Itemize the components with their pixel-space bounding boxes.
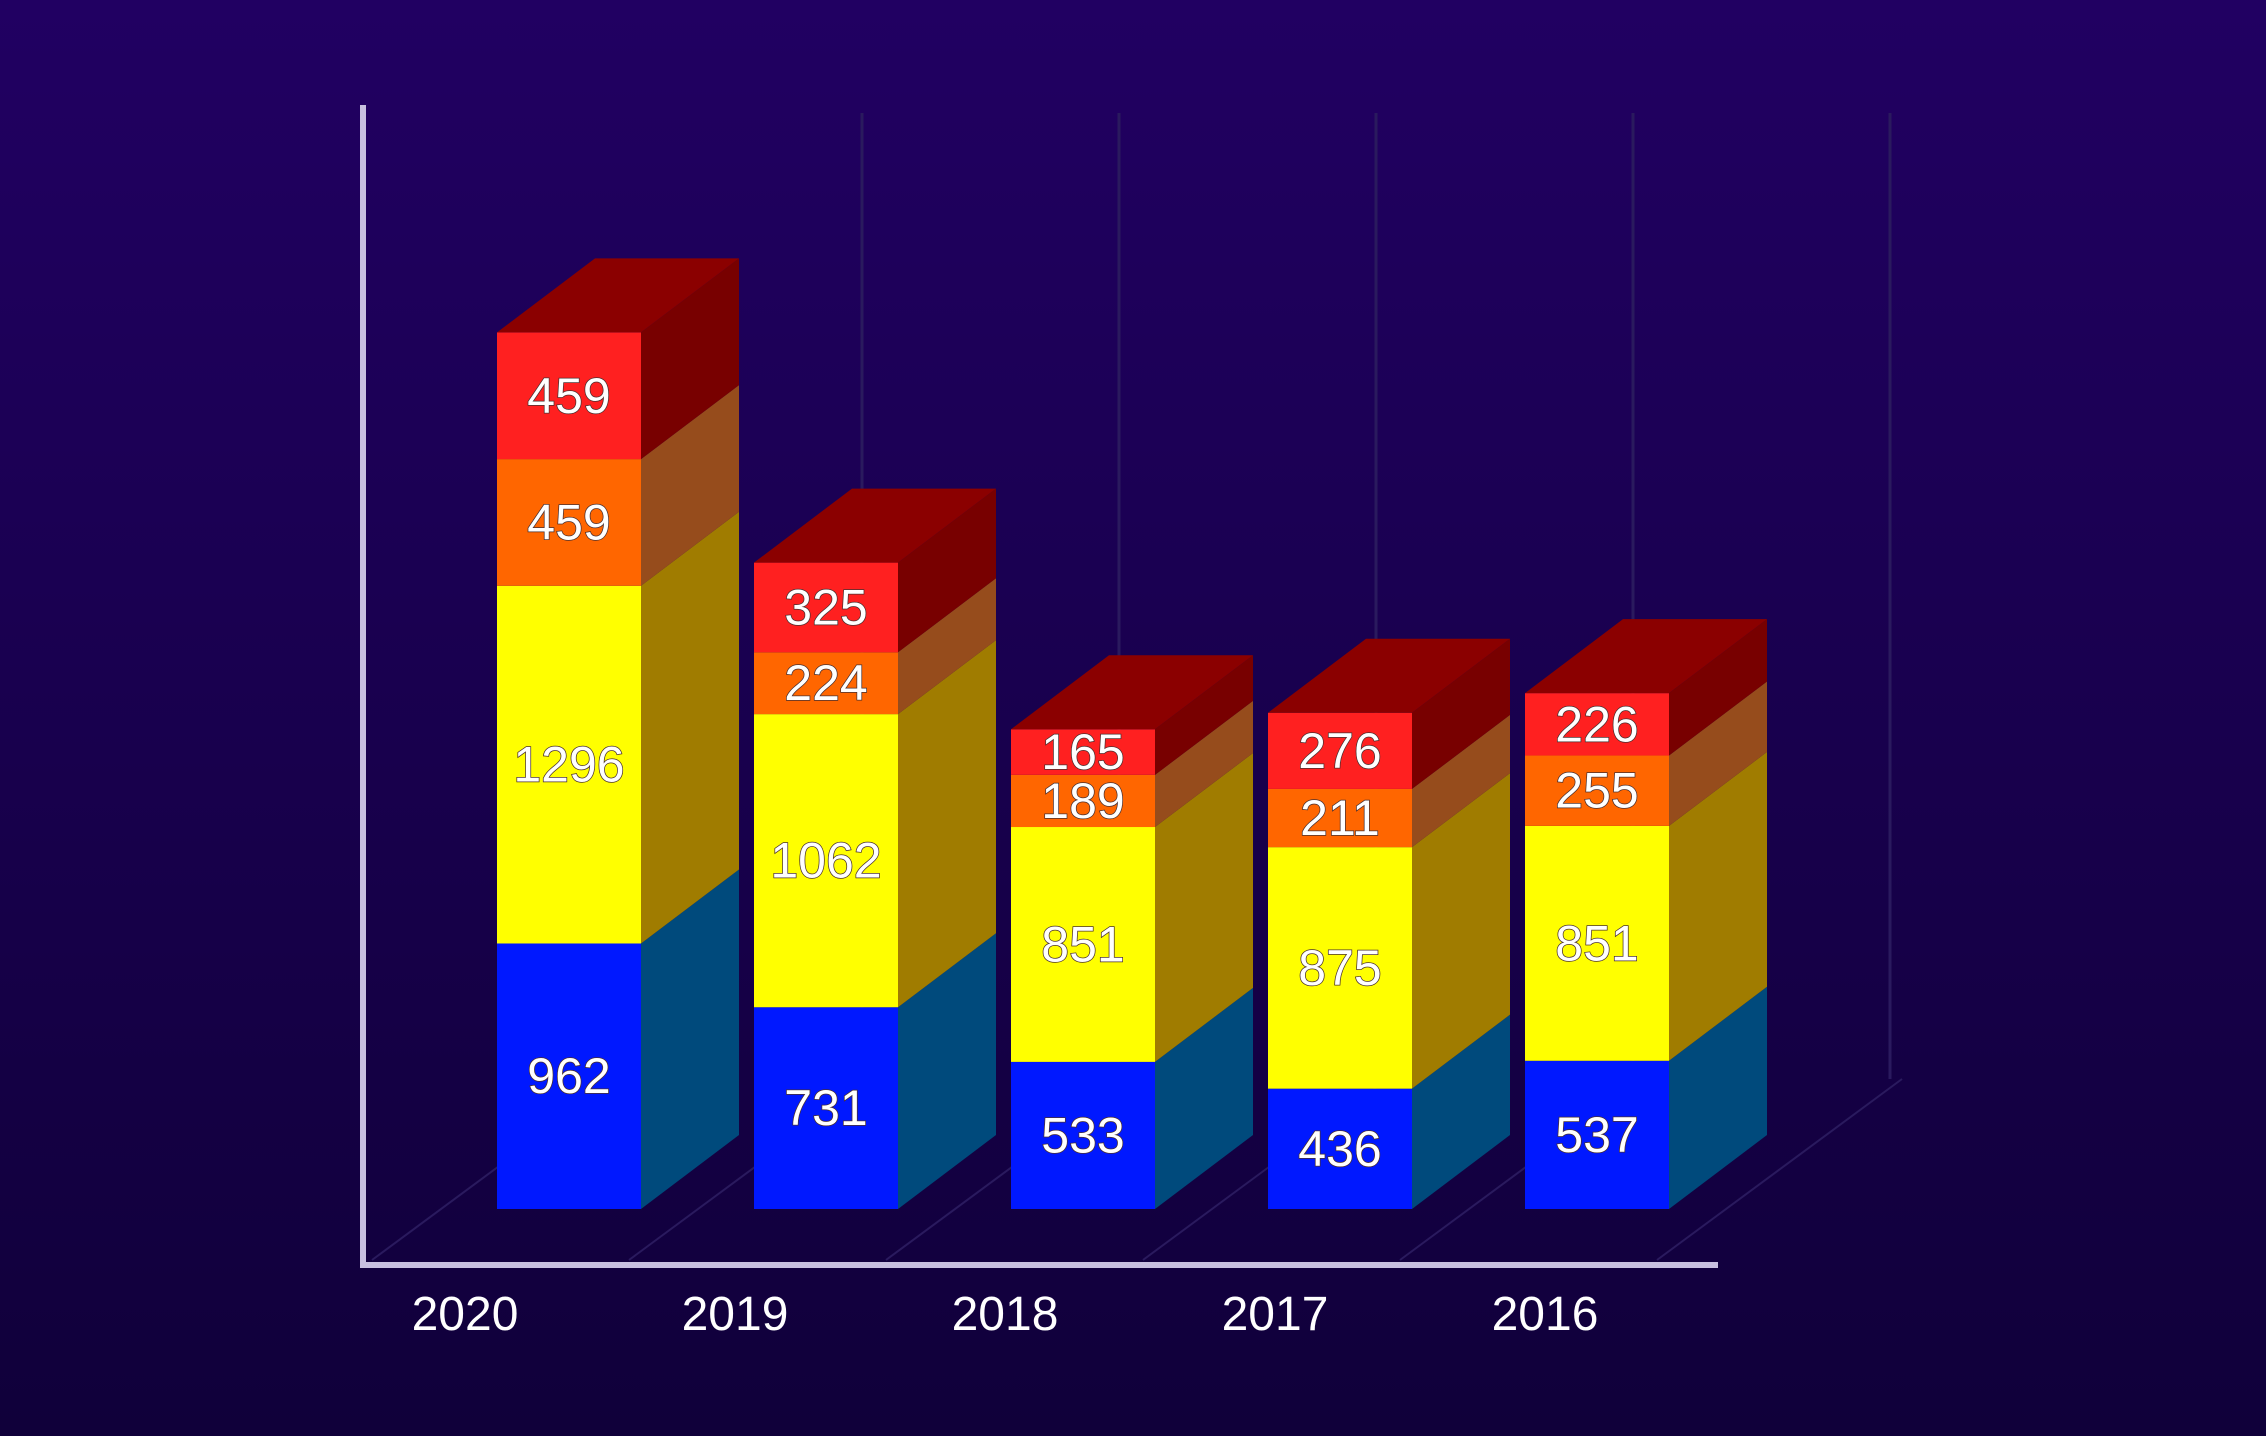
bar-segment-side (898, 933, 996, 1209)
floor-gridline (1656, 1078, 1903, 1261)
data-label: 211 (1300, 790, 1380, 846)
bar-segment-front (497, 459, 641, 586)
bar-segment-side (1155, 655, 1253, 775)
bar-segment-front (497, 943, 641, 1209)
bar-segment-side (898, 488, 996, 653)
bar-segment-side (1669, 681, 1767, 826)
bar-segment-front (1525, 825, 1669, 1061)
bar-segment-side (1155, 753, 1253, 1062)
data-label: 851 (1041, 916, 1124, 972)
bar-segment-front (1268, 847, 1412, 1089)
bar-segment-front (497, 332, 641, 460)
bar-segment-front (754, 1007, 898, 1209)
bar-segment-side (1412, 773, 1510, 1089)
bar-segment-front (1525, 755, 1669, 826)
data-label: 731 (784, 1080, 867, 1136)
x-tick-label: 2018 (952, 1288, 1059, 1341)
x-tick-label: 2020 (412, 1288, 519, 1341)
bar-segment-side (898, 640, 996, 1008)
bar-segment-side (1669, 619, 1767, 756)
bar-segment-front (754, 562, 898, 653)
data-label: 325 (784, 579, 867, 635)
bar-segment-side (1155, 987, 1253, 1209)
data-label: 875 (1298, 940, 1381, 996)
bar-segment-front (1011, 774, 1155, 828)
bar-segment-front (497, 585, 641, 944)
bar-segment-side (1412, 714, 1510, 848)
bar-segment-side (1669, 751, 1767, 1061)
bar-segment-side (1155, 700, 1253, 828)
data-label: 226 (1555, 696, 1638, 752)
data-label: 533 (1041, 1107, 1124, 1163)
bar-segment-front (1268, 788, 1412, 848)
bar-segment-front (1011, 729, 1155, 775)
bar-segment-front (754, 652, 898, 715)
data-label: 436 (1298, 1121, 1381, 1177)
bar-top (1011, 655, 1253, 730)
bar-segment-side (641, 869, 739, 1209)
data-label: 459 (527, 494, 610, 550)
data-label: 1296 (513, 737, 624, 793)
x-tick-label: 2016 (1492, 1288, 1599, 1341)
bar-top (497, 258, 739, 333)
bar-top (754, 488, 996, 563)
data-label: 255 (1555, 763, 1638, 819)
bar-top (1268, 638, 1510, 713)
data-label: 1062 (770, 833, 881, 889)
bar-segment-front (1011, 1061, 1155, 1209)
bar-segment-side (641, 385, 739, 586)
x-tick-label: 2017 (1222, 1288, 1329, 1341)
bar-segment-side (898, 578, 996, 715)
data-label: 165 (1041, 724, 1124, 780)
data-label: 224 (784, 655, 867, 711)
data-label: 459 (527, 368, 610, 424)
x-tick-label: 2019 (682, 1288, 789, 1341)
bar-segment-side (1412, 638, 1510, 789)
data-label: 189 (1041, 773, 1124, 829)
bar-segment-side (1412, 1014, 1510, 1209)
bar-segment-side (1669, 986, 1767, 1209)
bar-top (1525, 619, 1767, 694)
bar-segment-front (1268, 1088, 1412, 1209)
data-label: 962 (527, 1048, 610, 1104)
bar-segment-side (641, 511, 739, 944)
bar-segment-front (754, 714, 898, 1008)
bar-segment-front (1525, 1060, 1669, 1209)
bar-segment-front (1011, 827, 1155, 1062)
bar-segment-side (641, 258, 739, 460)
bar-segment-front (1268, 712, 1412, 789)
bar-segment-front (1525, 693, 1669, 756)
data-label: 851 (1555, 915, 1638, 971)
data-label: 276 (1298, 723, 1381, 779)
data-label: 537 (1555, 1107, 1638, 1163)
